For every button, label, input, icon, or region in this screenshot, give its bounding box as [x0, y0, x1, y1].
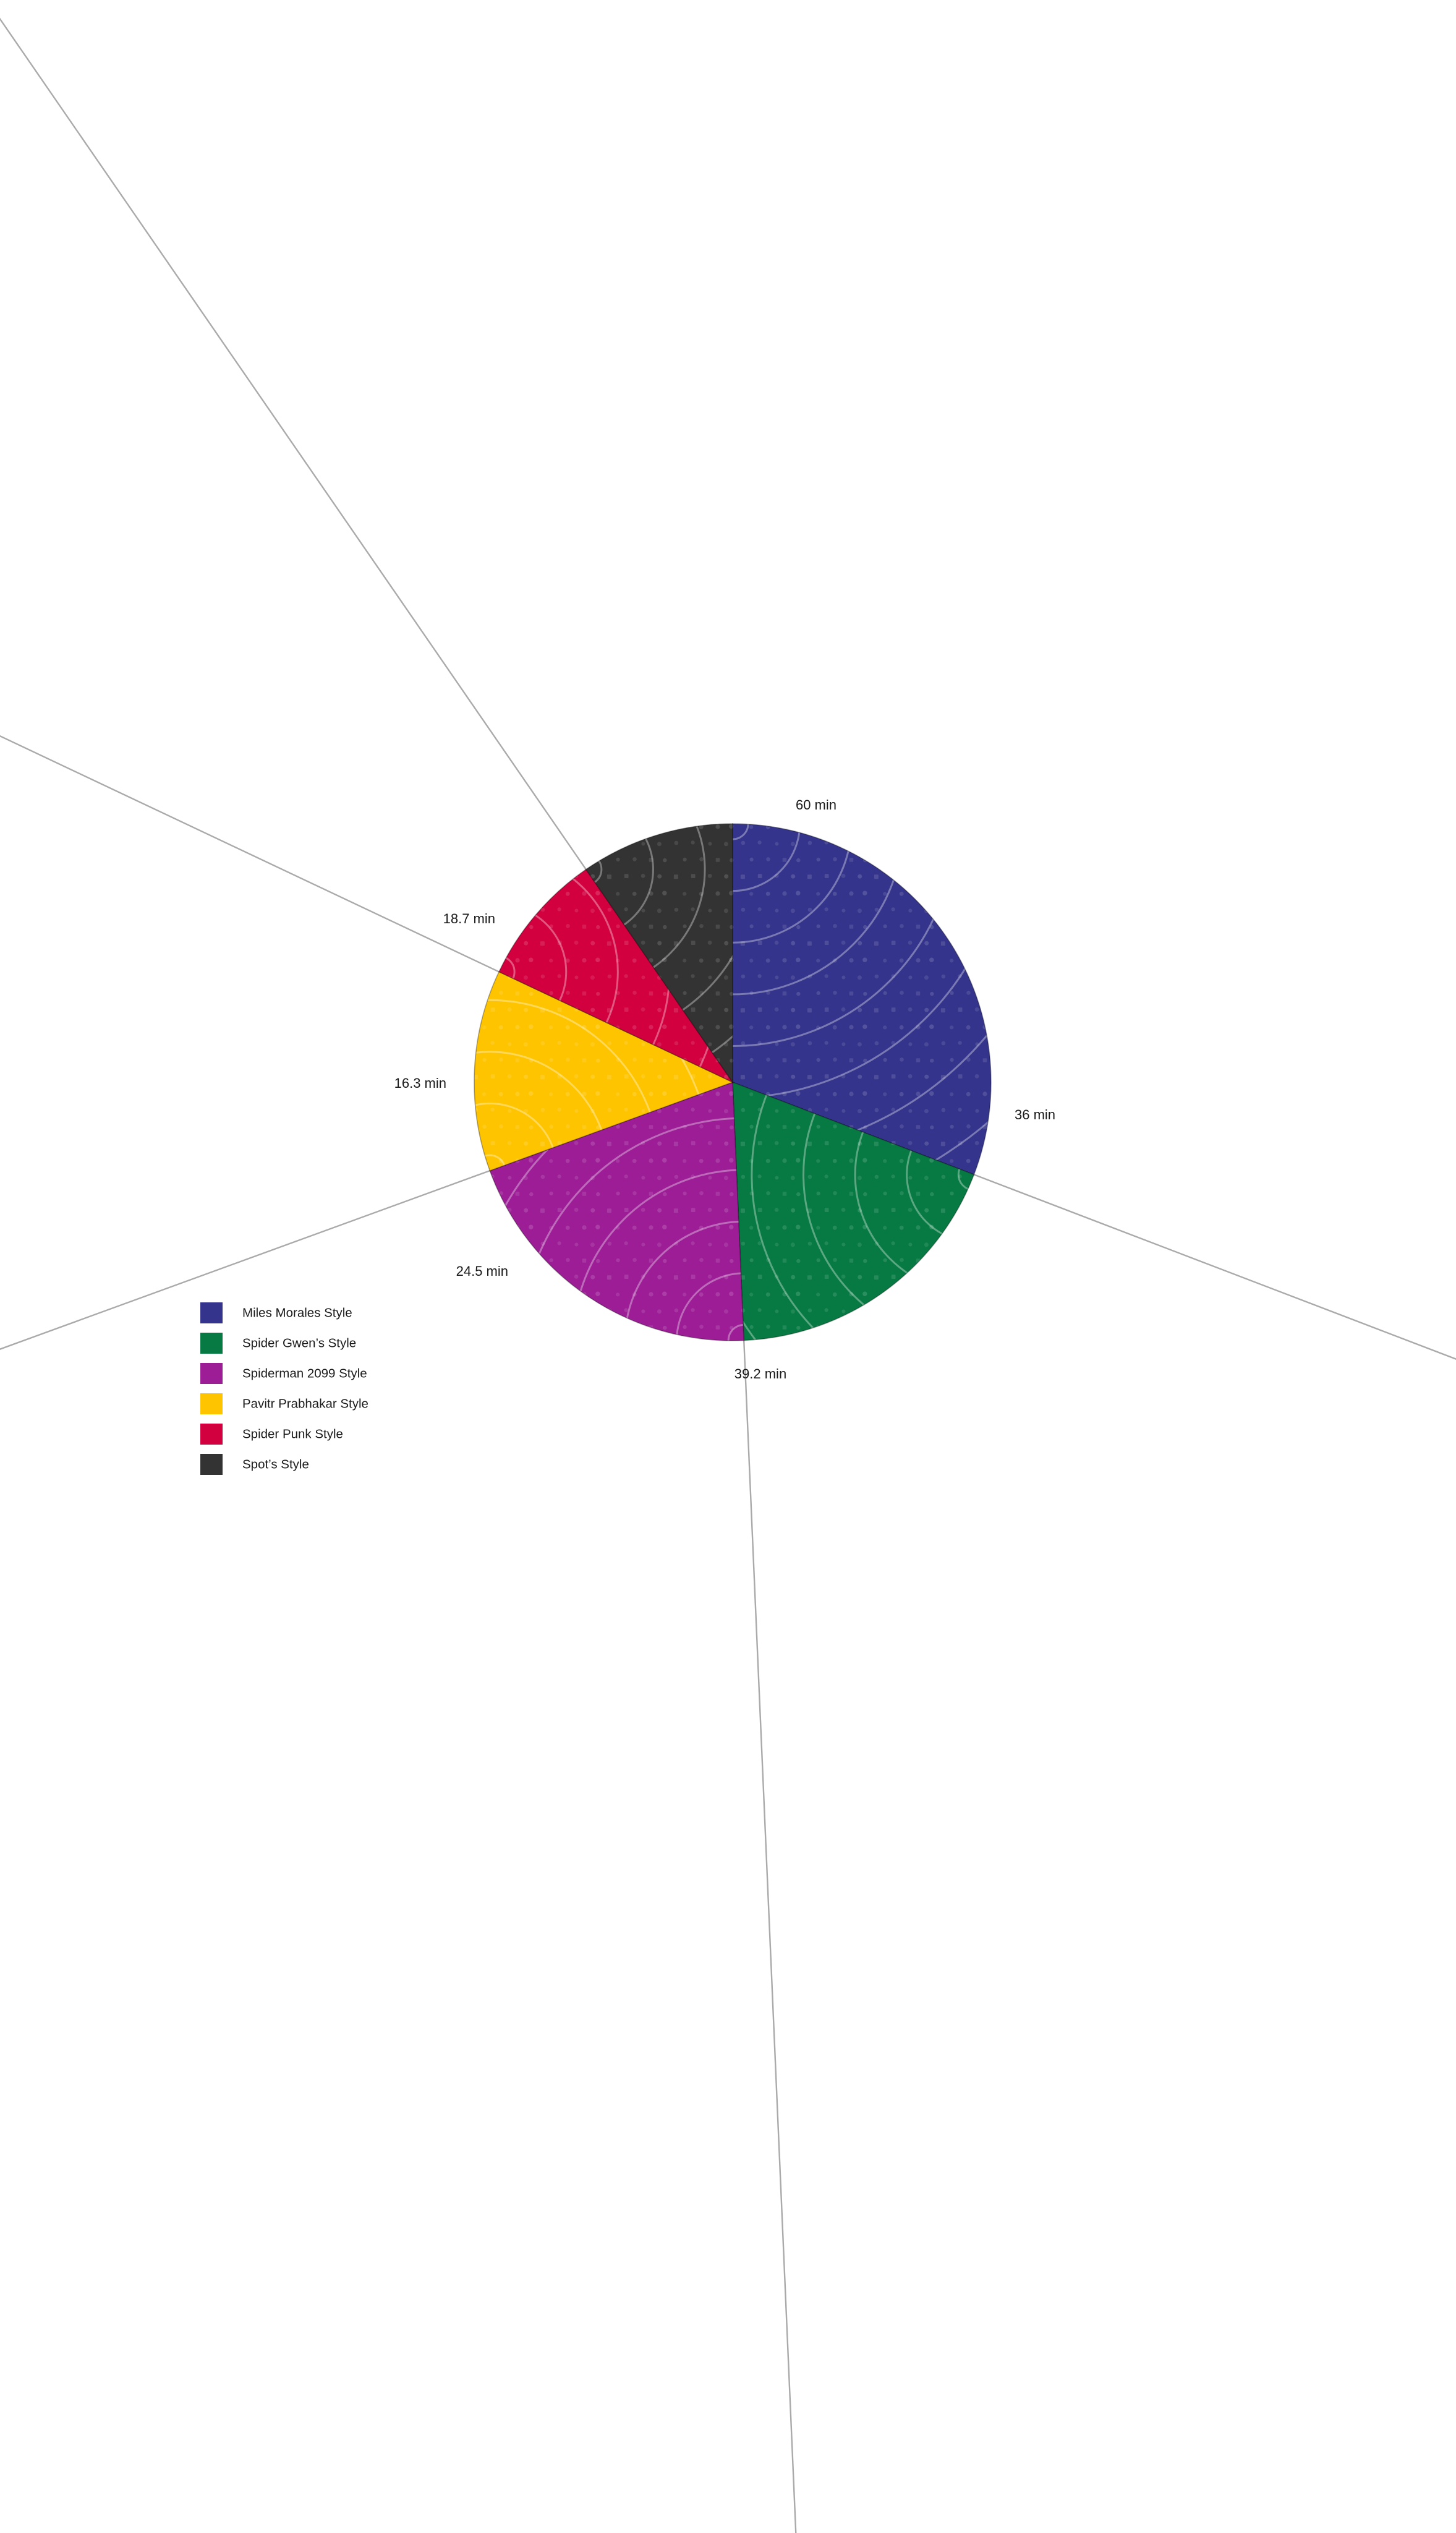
svg-text:Spot’s Style: Spot’s Style [242, 1457, 309, 1471]
svg-text:Spider Punk Style: Spider Punk Style [242, 1427, 343, 1441]
svg-text:18.7 min: 18.7 min [443, 911, 495, 926]
svg-text:60 min: 60 min [796, 797, 837, 813]
svg-text:36 min: 36 min [1015, 1107, 1055, 1122]
svg-text:Miles Morales Style: Miles Morales Style [242, 1305, 352, 1320]
svg-text:16.3 min: 16.3 min [394, 1075, 446, 1091]
svg-text:39.2 min: 39.2 min [734, 1366, 786, 1382]
svg-text:Pavitr Prabhakar Style: Pavitr Prabhakar Style [242, 1396, 368, 1411]
svg-text:Spider Gwen’s Style: Spider Gwen’s Style [242, 1336, 356, 1350]
svg-text:24.5 min: 24.5 min [456, 1263, 508, 1279]
svg-text:Spiderman 2099 Style: Spiderman 2099 Style [242, 1366, 367, 1380]
